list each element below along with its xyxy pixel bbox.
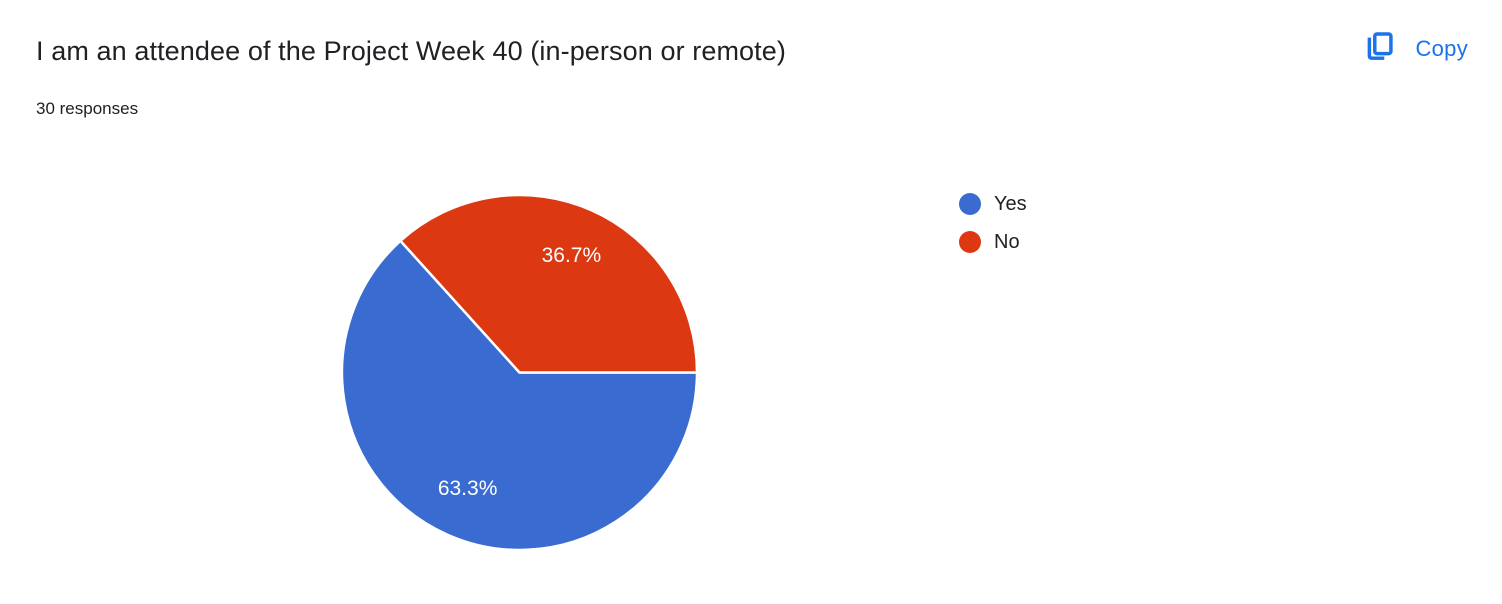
legend-dot-icon (959, 231, 981, 253)
legend-label: No (994, 231, 1020, 253)
legend-label: Yes (994, 193, 1027, 215)
pie-chart: 63.3% 36.7% (340, 193, 699, 552)
copy-button[interactable]: Copy (1359, 26, 1470, 72)
pie-slice-yes[interactable] (340, 239, 699, 552)
copy-icon (1361, 30, 1399, 68)
legend-item-no: No (959, 230, 1027, 254)
legend-item-yes: Yes (959, 192, 1027, 216)
copy-label: Copy (1415, 36, 1468, 61)
response-count: 30 responses (36, 99, 139, 118)
question-title: I am an attendee of the Project Week 40 … (36, 36, 786, 66)
legend-dot-icon (959, 193, 981, 215)
pie-svg (340, 193, 699, 552)
chart-legend: Yes No (959, 192, 1027, 268)
pie-slice-no[interactable] (399, 193, 699, 374)
